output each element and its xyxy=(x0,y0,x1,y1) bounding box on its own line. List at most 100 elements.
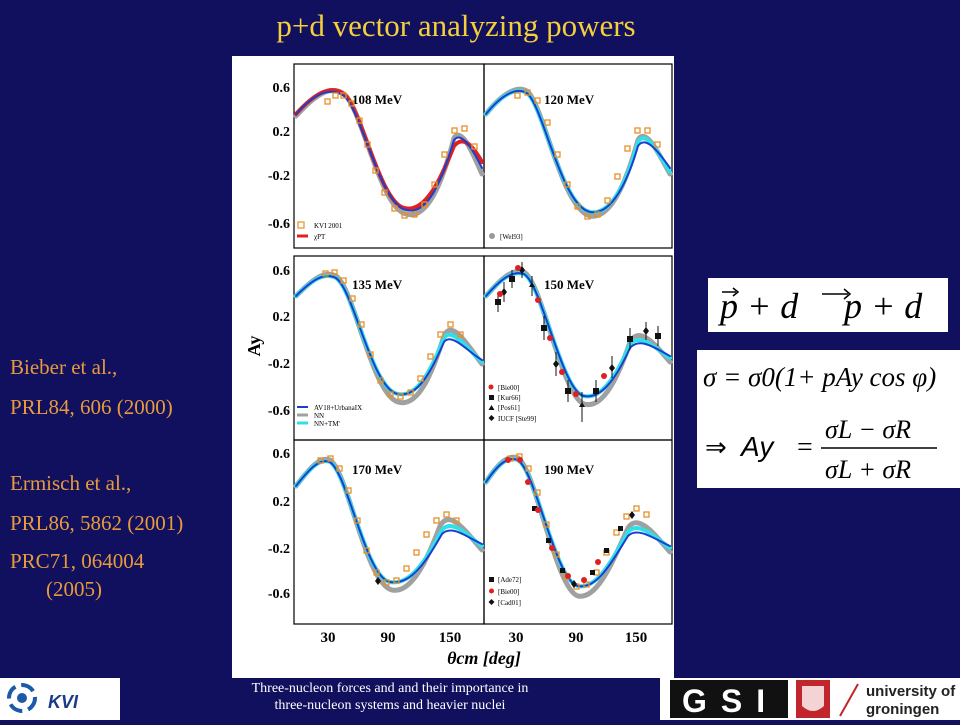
kvi-data-point xyxy=(447,321,454,328)
kvi-data-point xyxy=(437,331,444,338)
legend-label: χPT xyxy=(314,233,326,241)
chipt-curve xyxy=(294,88,484,211)
bie00-data-point xyxy=(505,457,511,463)
kvi-data-point xyxy=(453,517,460,524)
kur66-data-point xyxy=(509,276,515,282)
kvi-data-point xyxy=(624,145,631,152)
kvi-data-point xyxy=(413,549,420,556)
x-tick-label: 90 xyxy=(381,630,396,646)
bie00-data-point xyxy=(515,265,521,271)
kvi-data-point xyxy=(451,127,458,134)
kvi-data-point xyxy=(331,269,338,276)
kvi-data-point xyxy=(543,521,550,528)
kvi-data-point xyxy=(377,377,384,384)
kvi-data-point xyxy=(332,92,339,99)
av18-curve xyxy=(295,275,483,396)
equation-svg: σ = σ0(1+ pAy cos φ) ⇒ Ay = σL − σR σL +… xyxy=(703,362,937,484)
y-tick-label: -0.6 xyxy=(268,587,290,602)
bie00-data-point xyxy=(535,507,541,513)
kvi-data-point xyxy=(633,505,640,512)
y-tick-label: -0.6 xyxy=(268,217,290,232)
ste99-data-point xyxy=(609,364,615,372)
kur66-data-point xyxy=(627,336,633,342)
bie00-data-point xyxy=(535,297,541,303)
bie00-data-point xyxy=(601,373,607,379)
x-tick-label: 150 xyxy=(439,630,462,646)
legend-label: [Wel93] xyxy=(500,233,523,241)
kvi-data-point xyxy=(583,581,590,588)
kvi-data-point xyxy=(373,569,380,576)
nn-curve xyxy=(483,86,673,219)
divider-slash xyxy=(839,683,859,717)
y-tick-label: -0.6 xyxy=(268,404,290,419)
groningen-crest-icon xyxy=(802,686,824,711)
ade72-data-point xyxy=(618,526,623,531)
legend-label: [Kur66] xyxy=(498,394,521,402)
bie00-data-point xyxy=(525,479,531,485)
pos61-data-point xyxy=(529,282,535,287)
bie00-data-point xyxy=(549,545,555,551)
kvi-data-point xyxy=(423,531,430,538)
x-tick-label: 30 xyxy=(321,630,336,646)
kvi-data-point xyxy=(524,89,531,96)
reaction-lhs: p + d xyxy=(717,286,799,326)
legend-marker xyxy=(489,588,494,594)
bie00-data-point xyxy=(581,577,587,583)
kvi-swirl-icon xyxy=(7,683,37,713)
legend-label: [Pos61] xyxy=(498,404,520,412)
kvi-data-point xyxy=(441,151,448,158)
panel-energy-label: 108 MeV xyxy=(352,92,403,107)
reaction-rhs: p + d xyxy=(841,286,923,326)
av18-curve xyxy=(485,272,671,398)
ay-denominator: σL + σR xyxy=(825,455,911,484)
kvi-data-point xyxy=(340,92,347,99)
legend-label: NN+TM' xyxy=(314,420,340,428)
ay-numerator: σL − σR xyxy=(825,415,911,444)
kvi-data-point xyxy=(367,351,374,358)
reaction-arrow-icon xyxy=(843,288,852,300)
kvi-data-point xyxy=(340,277,347,284)
kvi-data-point xyxy=(643,511,650,518)
equals-sign: = xyxy=(797,432,813,463)
kvi-data-point xyxy=(433,517,440,524)
bie00-data-point xyxy=(595,559,601,565)
ay-symbol: Ay xyxy=(739,431,775,462)
x-tick-label: 90 xyxy=(569,630,584,646)
ade72-data-point xyxy=(604,548,609,553)
data-point xyxy=(375,577,381,585)
kvi-data-point xyxy=(407,389,414,396)
kvi-data-point xyxy=(553,551,560,558)
kvi-data-point xyxy=(349,295,356,302)
y-tick-label: 0.2 xyxy=(273,125,291,140)
legend-marker xyxy=(489,233,495,239)
ade72-data-point xyxy=(560,568,565,573)
kvi-data-point xyxy=(584,213,591,220)
kvi-data-point xyxy=(354,517,361,524)
slide-title: p+d vector analyzing powers xyxy=(276,8,636,43)
y-tick-label: 0.6 xyxy=(273,81,291,96)
legend-marker xyxy=(489,577,494,582)
kvi-data-point xyxy=(401,212,408,219)
kvi-data-point xyxy=(381,189,388,196)
kvi-data-point xyxy=(358,321,365,328)
cad01-data-point xyxy=(571,580,577,588)
bie00-data-point xyxy=(565,573,571,579)
legend-marker xyxy=(489,395,494,400)
kur66-data-point xyxy=(655,333,661,339)
panel-frame xyxy=(483,63,673,249)
footer-caption-line: Three-nucleon forces and and their impor… xyxy=(251,681,529,696)
kvi-data-point xyxy=(363,547,370,554)
x-tick-label: 30 xyxy=(509,630,524,646)
ade72-data-point xyxy=(546,538,551,543)
kur66-data-point xyxy=(495,299,501,305)
kur66-data-point xyxy=(565,388,571,394)
kvi-data-point xyxy=(613,529,620,536)
kvi-data-point xyxy=(461,125,468,132)
y-tick-label: -0.2 xyxy=(268,542,290,557)
analyzing-power-equation-box: σ = σ0(1+ pAy cos φ) ⇒ Ay = σL − σR σL +… xyxy=(697,350,960,488)
partner-logos: GSI university of groningen xyxy=(670,678,960,720)
footer-caption: Three-nucleon forces and and their impor… xyxy=(120,678,660,720)
panel-energy-label: 150 MeV xyxy=(544,277,595,292)
y-tick-label: 0.6 xyxy=(273,264,291,279)
legend-marker xyxy=(488,415,495,421)
